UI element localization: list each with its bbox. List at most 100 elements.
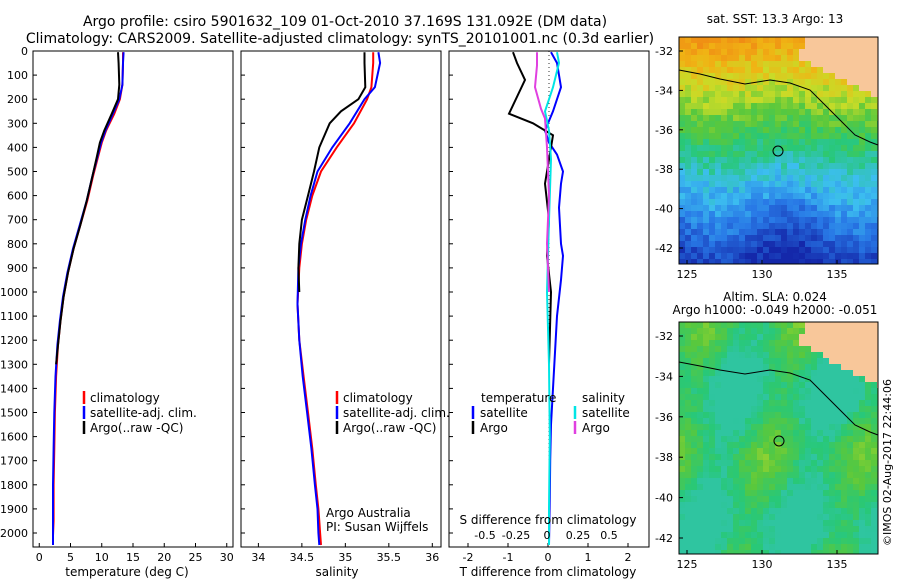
- sla-cell: [679, 424, 685, 430]
- sst-cell: [787, 139, 793, 145]
- sla-cell: [685, 424, 691, 430]
- sst-cell: [703, 79, 709, 85]
- sla-cell: [721, 424, 727, 430]
- sst-cell: [691, 151, 697, 157]
- land-cell: [835, 61, 841, 67]
- sla-cell: [787, 466, 793, 472]
- sst-cell: [835, 91, 841, 97]
- map-x-tick-label: 130: [752, 268, 773, 281]
- sla-cell: [847, 508, 853, 514]
- sst-cell: [841, 217, 847, 223]
- sst-cell: [745, 55, 751, 61]
- sla-cell: [799, 364, 805, 370]
- depth-tick-label: 200: [7, 93, 28, 106]
- sst-cell: [685, 109, 691, 115]
- land-cell: [841, 73, 847, 79]
- salinity-panel: 34 34.5 35 35.5 36 salinity climatology sate…: [240, 50, 450, 579]
- sla-cell: [769, 376, 775, 382]
- sla-cell: [823, 430, 829, 436]
- sla-cell: [793, 400, 799, 406]
- sst-cell: [787, 97, 793, 103]
- sla-cell: [775, 532, 781, 538]
- sst-cell: [841, 91, 847, 97]
- sst-cell: [793, 241, 799, 247]
- sla-cell: [793, 418, 799, 424]
- sst-cell: [697, 49, 703, 55]
- sst-cell: [841, 109, 847, 115]
- sst-cell: [799, 169, 805, 175]
- sst-cell: [865, 103, 871, 109]
- sst-cell: [697, 67, 703, 73]
- sla-cell: [691, 412, 697, 418]
- sla-cell: [823, 442, 829, 448]
- sst-cell: [697, 151, 703, 157]
- sla-cell: [745, 550, 751, 554]
- sst-cell: [757, 217, 763, 223]
- land-cell: [805, 328, 811, 334]
- sla-cell: [865, 400, 871, 406]
- sla-cell: [679, 520, 685, 526]
- sla-cell: [793, 358, 799, 364]
- sla-cell: [811, 436, 817, 442]
- sst-cell: [715, 235, 721, 241]
- sla-cell: [709, 358, 715, 364]
- sla-cell: [835, 388, 841, 394]
- sst-cell: [865, 217, 871, 223]
- sla-cell: [793, 352, 799, 358]
- sla-cell: [823, 418, 829, 424]
- sla-cell: [865, 430, 871, 436]
- sla-cell: [715, 484, 721, 490]
- map-x-tick-label: 130: [752, 558, 773, 571]
- land-cell: [847, 322, 853, 328]
- sla-cell: [817, 436, 823, 442]
- sla-cell: [829, 364, 835, 370]
- sla-cell: [715, 370, 721, 376]
- sst-cell: [775, 193, 781, 199]
- sst-cell: [751, 199, 757, 205]
- sla-cell: [799, 412, 805, 418]
- sst-cell: [745, 115, 751, 121]
- sst-cell: [685, 61, 691, 67]
- sst-cell: [817, 211, 823, 217]
- sst-cell: [865, 109, 871, 115]
- sst-cell: [709, 157, 715, 163]
- sst-cell: [817, 73, 823, 79]
- land-cell: [871, 55, 877, 61]
- sla-cell: [817, 514, 823, 520]
- figure-title-line1: Argo profile: csiro 5901632_109 01-Oct-2…: [83, 14, 607, 30]
- sst-cell: [721, 127, 727, 133]
- sla-cell: [757, 334, 763, 340]
- sla-cell: [775, 328, 781, 334]
- sst-cell: [781, 61, 787, 67]
- sst-cell: [751, 241, 757, 247]
- sla-cell: [781, 454, 787, 460]
- sla-cell: [703, 526, 709, 532]
- sla-cell: [691, 334, 697, 340]
- sst-cell: [817, 241, 823, 247]
- sla-cell: [775, 460, 781, 466]
- sst-cell: [745, 259, 751, 264]
- sla-cell: [709, 508, 715, 514]
- sst-cell: [817, 151, 823, 157]
- sst-cell: [853, 85, 859, 91]
- land-cell: [841, 358, 847, 364]
- sla-cell: [841, 436, 847, 442]
- sst-cell: [799, 133, 805, 139]
- sla-cell: [727, 550, 733, 554]
- sst-cell: [745, 157, 751, 163]
- sst-cell: [721, 205, 727, 211]
- sla-cell: [679, 412, 685, 418]
- sst-cell: [835, 85, 841, 91]
- sla-cell: [763, 544, 769, 550]
- sla-cell: [871, 532, 877, 538]
- sst-cell: [715, 97, 721, 103]
- land-cell: [859, 43, 865, 49]
- sla-cell: [739, 364, 745, 370]
- sla-cell: [685, 442, 691, 448]
- sla-cell: [799, 538, 805, 544]
- sst-cell: [805, 175, 811, 181]
- sst-cell: [787, 61, 793, 67]
- sst-cell: [799, 175, 805, 181]
- sst-cell: [847, 247, 853, 253]
- sst-cell: [811, 211, 817, 217]
